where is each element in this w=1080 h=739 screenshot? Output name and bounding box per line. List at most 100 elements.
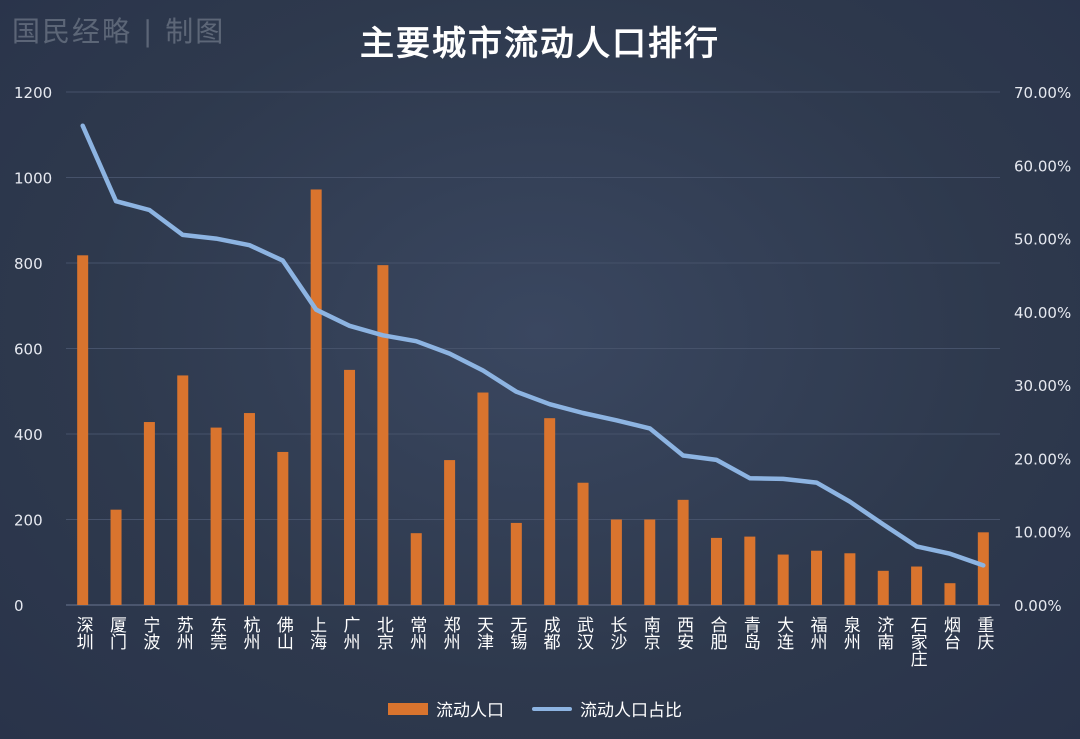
y-left-tick-label: 1200 [14,84,52,102]
bar [77,255,89,605]
bar [911,566,923,605]
line-point [715,459,718,461]
line-point [115,200,117,202]
y-right-tick-label: 40.00% [1014,304,1071,322]
line-point [181,234,184,236]
line-point [248,244,251,246]
chart-legend: 流动人口 流动人口占比 [388,696,700,721]
bar [277,451,289,605]
y-right-tick-label: 60.00% [1014,157,1071,175]
y-right-tick-label: 30.00% [1014,377,1071,395]
x-tick-label: 东莞 [206,616,227,650]
line-point [915,545,918,548]
line-point [849,500,851,503]
x-tick-label: 南京 [640,616,661,651]
line-point [515,390,518,393]
legend-item-line: 流动人口占比 [532,696,682,721]
line-point [949,552,951,555]
legend-label-bar: 流动人口 [436,701,504,721]
x-tick-label: 郑州 [440,616,461,650]
bar [877,570,889,605]
line-point [282,259,284,262]
y-left-tick-label: 200 [14,512,43,530]
bar [710,537,722,605]
y-right-tick-label: 50.00% [1014,231,1071,249]
legend-swatch-line [532,706,572,711]
bar [110,509,122,605]
x-tick-label: 长沙 [606,616,627,650]
bar [444,460,456,605]
line-point [582,412,584,414]
line-point [148,209,151,211]
line-point [215,237,217,240]
x-tick-label: 武汉 [573,616,594,650]
y-left-tick-label: 0 [14,597,24,615]
line-point [615,419,618,422]
x-tick-label: 天津 [473,616,494,650]
y-left-tick-label: 400 [14,426,43,444]
line-point [448,352,451,355]
y-left-tick-label: 1000 [14,170,52,188]
line-point [415,340,418,342]
line-point [315,308,317,311]
line-point [81,124,84,127]
series-line [80,123,986,568]
bar [344,369,356,605]
line-point [548,403,551,405]
line-point [482,369,484,372]
bar [477,392,489,605]
x-tick-label: 杭州 [239,616,260,650]
bar [977,532,989,605]
bar [510,522,522,605]
bar [310,189,322,605]
line-point [815,481,818,484]
x-tick-label: 大连 [773,616,794,650]
x-tick-label: 上海 [306,616,327,651]
bar [544,418,556,605]
bar [377,265,389,605]
line-point [749,477,751,480]
x-tick-label: 无锡 [506,616,527,651]
bar [844,553,856,605]
y-right-tick-label: 20.00% [1014,450,1071,468]
x-tick-label: 常州 [406,616,427,650]
line-point [348,324,351,327]
x-tick-label: 厦门 [106,616,127,651]
bar [811,550,823,605]
chart-title: 主要城市流动人口排行 [360,24,720,64]
x-tick-label: 佛山 [273,616,294,650]
y-right-tick-label: 10.00% [1014,524,1071,542]
x-tick-label: 合肥 [706,616,727,650]
legend-label-line: 流动人口占比 [580,701,682,721]
bar [777,554,789,605]
bar [177,375,189,605]
y-right-tick-label: 70.00% [1014,84,1071,102]
legend-item-bar: 流动人口 [388,696,504,721]
x-tick-label: 苏州 [173,616,194,650]
bar [210,427,222,605]
bar [644,519,656,605]
bar [610,519,622,605]
x-tick-label: 宁波 [139,616,160,650]
bar [944,583,956,605]
x-tick-label: 福州 [807,616,828,650]
x-tick-label: 成都 [540,616,561,650]
x-tick-label: 重庆 [973,616,994,650]
line-point [882,523,885,526]
bar [410,533,422,605]
line-point [382,334,384,337]
y-left-tick-label: 800 [14,255,43,273]
watermark: 国民经略 | 制图 [12,15,226,48]
x-tick-label: 西安 [673,616,693,650]
line-point [682,454,684,457]
line-point [782,478,784,480]
bar [243,413,255,605]
x-tick-label: 烟台 [940,616,961,650]
line-point [648,427,651,430]
x-tick-label: 深圳 [73,616,94,650]
x-tick-label: 北京 [373,616,394,651]
y-left-tick-label: 600 [14,341,43,359]
bar [677,499,689,605]
y-right-tick-label: 0.00% [1014,597,1062,615]
